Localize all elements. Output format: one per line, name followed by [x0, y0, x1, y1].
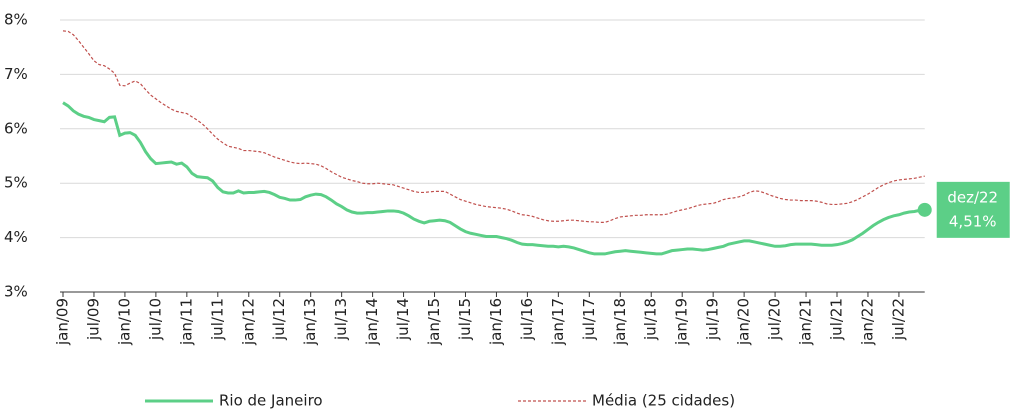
y-tick-label: 5%: [4, 174, 28, 192]
x-tick-label: jan/21: [797, 298, 815, 346]
x-tick-label: jan/17: [549, 298, 567, 346]
x-tick-label: jul/09: [84, 298, 102, 341]
x-tick-label: jan/12: [239, 298, 257, 346]
y-tick-label: 7%: [4, 65, 28, 83]
x-tick-label: jul/19: [704, 298, 722, 341]
y-tick-label: 4%: [4, 228, 28, 246]
x-tick-label: jan/14: [363, 298, 381, 346]
y-tick-label: 3%: [4, 283, 28, 301]
x-tick-label: jan/11: [177, 298, 195, 346]
series-line: [62, 30, 925, 223]
series-line: [62, 101, 925, 256]
x-tick-label: jul/14: [394, 298, 412, 341]
y-tick-label: 6%: [4, 119, 28, 137]
legend-label: Média (25 cidades): [592, 392, 735, 409]
x-tick-label: jan/22: [858, 298, 876, 346]
x-tick-label: jul/18: [642, 298, 660, 341]
x-tick-label: jan/15: [425, 298, 443, 346]
x-tick-label: jul/10: [146, 298, 164, 341]
x-tick-label: jan/18: [611, 298, 629, 346]
x-tick-label: jul/16: [518, 298, 536, 341]
x-tick-label: jul/20: [766, 298, 784, 341]
x-tick-label: jul/22: [889, 298, 907, 341]
legend-label: Rio de Janeiro: [219, 392, 323, 409]
x-tick-label: jan/19: [673, 298, 691, 346]
x-tick-label: jul/12: [270, 298, 288, 341]
x-tick-label: jan/16: [487, 298, 505, 346]
x-tick-label: jan/10: [115, 298, 133, 346]
annotation-label: dez/22: [947, 188, 998, 206]
y-tick-label: 8%: [4, 11, 28, 29]
end-point: [917, 202, 932, 217]
x-tick-label: jul/21: [828, 298, 846, 341]
annotation-box: [936, 181, 1010, 238]
value-label: 4,51%: [949, 212, 997, 230]
x-tick-label: jul/11: [208, 298, 226, 341]
x-tick-label: jul/15: [456, 298, 474, 341]
x-tick-label: jan/09: [54, 298, 72, 346]
x-tick-label: jul/13: [332, 298, 350, 341]
x-tick-label: jan/13: [301, 298, 319, 346]
x-tick-label: jan/20: [735, 298, 753, 346]
x-tick-label: jul/17: [580, 298, 598, 341]
